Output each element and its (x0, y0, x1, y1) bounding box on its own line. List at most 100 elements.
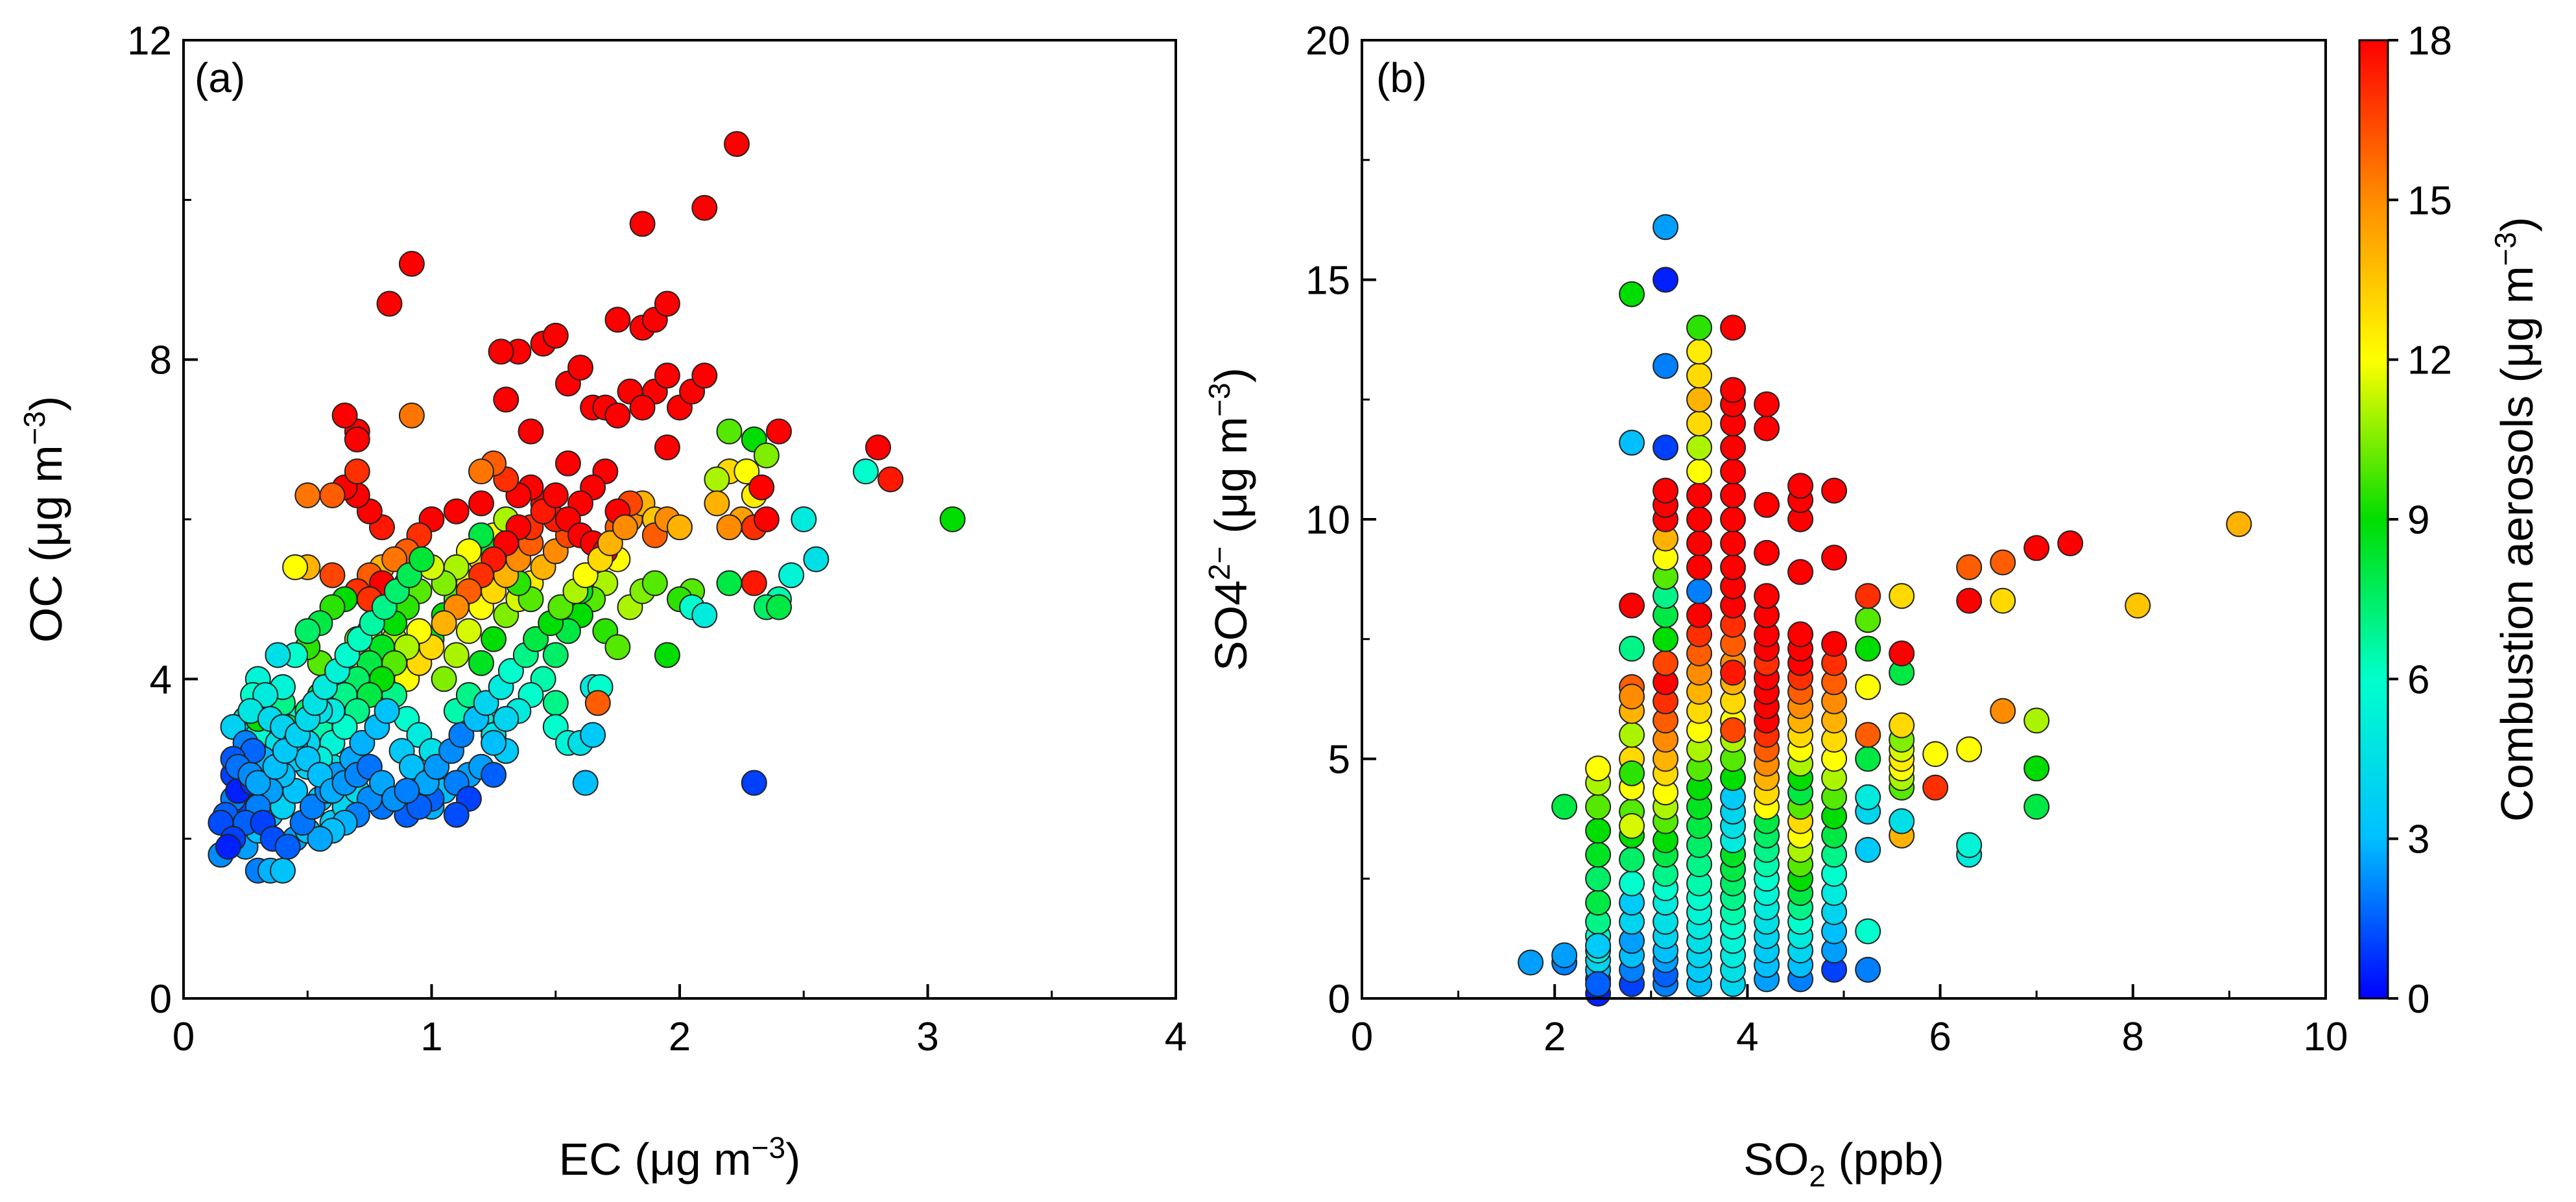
panel-b-point (1686, 338, 1713, 365)
panel-b-point (1585, 818, 1612, 844)
panel-a-point (473, 690, 499, 716)
panel-a-point (753, 506, 780, 532)
panel-b-x-tick-label: 8 (2122, 1015, 2144, 1059)
panel-b-point (1990, 587, 2016, 614)
panel-a-point (344, 458, 370, 485)
colorbar-gradient (2358, 39, 2389, 1000)
panel-a-point (381, 546, 408, 572)
panel-a-point (481, 762, 507, 788)
panel-b-x-tick-label: 0 (1351, 1015, 1373, 1059)
panel-a-point (270, 857, 296, 884)
panel-b-point (1821, 545, 1848, 571)
panel-b-point (1855, 956, 1881, 983)
panel-a-point (274, 834, 301, 860)
panel-a-point (523, 626, 549, 652)
panel-a-point (488, 338, 514, 365)
colorbar-tick-label: 3 (2407, 818, 2429, 862)
panel-a-point (604, 402, 631, 429)
panel-b-point (1720, 659, 1747, 686)
panel-a-point (580, 722, 606, 748)
panel-a-point (791, 506, 817, 532)
panel-b-point (1686, 578, 1713, 604)
panel-b-point (1619, 281, 1645, 307)
panel-a-point (691, 194, 718, 221)
panel-a-point (753, 442, 780, 469)
panel-a-point (766, 418, 792, 445)
panel-b-label: (b) (1376, 54, 1427, 101)
panel-a-points (208, 131, 966, 884)
panel-b-point (1585, 755, 1612, 782)
panel-a-point (294, 482, 321, 508)
panel-a-point (778, 562, 805, 589)
panel-b-point (1619, 760, 1645, 786)
colorbar: 0 3 6 9 12 15 18 Combustion aerosols (μg m−3) (2358, 19, 2542, 1022)
panel-b-x-tick-label: 4 (1736, 1015, 1758, 1059)
panel-b-point (1652, 477, 1679, 504)
panel-a-point (493, 386, 519, 413)
panel-b-point (1652, 353, 1679, 379)
panel-a-point (691, 362, 718, 389)
panel-a-point (468, 490, 494, 517)
panel-b-point (2057, 530, 2084, 556)
colorbar-tick-label: 12 (2407, 338, 2452, 383)
panel-b-point (1585, 932, 1612, 959)
panel-b-point (2226, 511, 2252, 537)
panel-a-point (612, 514, 638, 541)
colorbar-ticks: 0 3 6 9 12 15 18 (2388, 19, 2452, 1022)
panel-a-point (939, 506, 966, 532)
panel-b-point (1720, 554, 1747, 580)
panel-a-point (244, 770, 271, 796)
panel-b-x-tick-label: 10 (2304, 1015, 2348, 1059)
panel-a-point (542, 482, 569, 508)
panel-b-y-tick-label: 15 (1306, 259, 1350, 303)
panel-a-point (282, 554, 309, 580)
panel-b-point (1686, 530, 1713, 556)
panel-b-point (1956, 587, 1983, 614)
panel-b-point (1686, 434, 1713, 461)
panel-b-x-tick-label: 6 (1929, 1015, 1951, 1059)
panel-b-point (1956, 736, 1983, 762)
panel-b-point (1686, 458, 1713, 485)
panel-a-point (481, 729, 507, 756)
panel-b-point (1956, 554, 1983, 580)
panel-b-point (1518, 949, 1544, 976)
panel-b-point (1619, 870, 1645, 897)
panel-a-point (344, 426, 370, 453)
panel-b-point (1652, 266, 1679, 293)
panel-a-point (654, 642, 680, 668)
panel-b-points (1518, 214, 2252, 1007)
panel-a-label: (a) (195, 54, 245, 101)
panel-a-point (542, 690, 569, 716)
panel-a-y-tick-label: 8 (150, 338, 172, 383)
panel-a-point (716, 570, 743, 596)
panel-b-point (1686, 314, 1713, 341)
panel-b-point (1889, 712, 1915, 738)
panel-a-point (448, 722, 475, 748)
panel-b-point (1754, 415, 1780, 442)
panel-b-point (1720, 506, 1747, 532)
panel-b-point (2023, 535, 2050, 561)
panel-b-point (1686, 410, 1713, 437)
panel-a-y-tick-label: 0 (150, 977, 172, 1022)
panel-b-point (1686, 362, 1713, 389)
panel-b-point (1754, 391, 1780, 418)
panel-a-point (641, 570, 668, 596)
panel-b-point (1619, 813, 1645, 839)
colorbar-tick-label: 6 (2407, 657, 2429, 702)
panel-a-point (766, 594, 792, 620)
panel-b-point (1652, 626, 1679, 652)
panel-b-point (2023, 755, 2050, 782)
panel-b-point (1990, 549, 2016, 576)
panel-a-point (741, 570, 767, 596)
panel-a-point (604, 634, 631, 661)
panel-b-point (1855, 746, 1881, 772)
panel-b-point (1754, 539, 1780, 566)
panel-b-point (1585, 794, 1612, 820)
panel-a-point (331, 402, 358, 429)
panel-b-point (1619, 593, 1645, 619)
panel-a-y-tick-label: 4 (150, 657, 172, 702)
panel-a-point (597, 530, 623, 556)
